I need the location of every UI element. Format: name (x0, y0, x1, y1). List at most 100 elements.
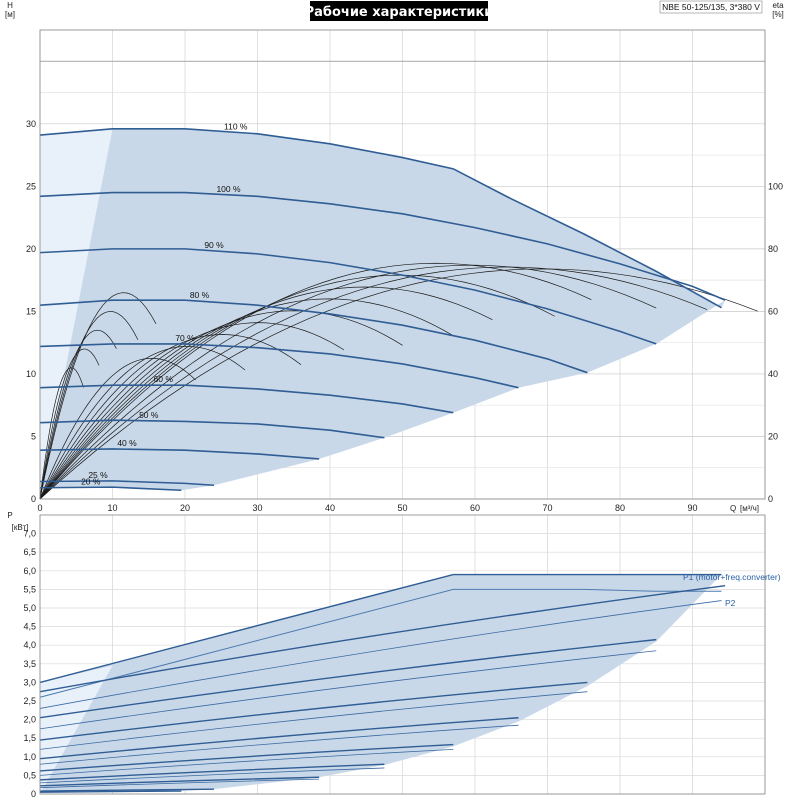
chart-title: Рабочие характеристики (305, 5, 494, 20)
efficiency-curve (39, 266, 708, 500)
x-tick-label: 40 (325, 503, 335, 513)
y2-tick-label: 0 (768, 494, 773, 504)
y2-axis-unit: [%] (772, 10, 784, 19)
speed-curve (39, 384, 454, 414)
speed-curve-label: 100 % (216, 184, 241, 194)
efficiency-curve (39, 268, 758, 500)
speed-curve-label: 50 % (139, 410, 159, 420)
p1-legend-label: P1 (motor+freq.converter) (683, 572, 781, 582)
p2-legend-label: P2 (725, 598, 736, 608)
p-axis-label: P (7, 511, 12, 520)
low-flow-zone (40, 665, 113, 794)
y-axis-label: H (7, 1, 13, 10)
chart-header: Рабочие характеристики NBE 50-125/135, 3… (305, 0, 763, 21)
efficiency-curve (39, 274, 555, 500)
efficiency-curve (39, 367, 84, 500)
p-axis-unit: [кВт] (12, 523, 29, 532)
speed-curve (39, 248, 657, 345)
speed-curve (39, 419, 385, 439)
y-tick-label: 0 (31, 494, 36, 504)
x-tick-label: 70 (542, 503, 552, 513)
model-box (659, 0, 763, 14)
x-tick-label: 0 (37, 503, 42, 513)
efficiency-curve (39, 334, 302, 500)
x-tick-label: 50 (397, 503, 407, 513)
y-tick-label: 5 (31, 431, 36, 441)
p-tick-label: 6,5 (23, 547, 36, 557)
y-tick-label: 10 (26, 369, 36, 379)
speed-curve-label: 70 % (175, 333, 195, 343)
x-axis-unit: [м³/ч] (740, 504, 759, 513)
p1-speed-curve (39, 776, 320, 787)
y2-tick-label: 80 (768, 244, 778, 254)
speed-curve (39, 299, 588, 374)
y2-axis-label: eta (772, 1, 784, 10)
power-envelope (40, 574, 722, 793)
p-tick-label: 1,0 (23, 752, 36, 762)
speed-curve-label: 40 % (117, 438, 137, 448)
p2-speed-curve (39, 600, 722, 709)
p2-speed-curve (39, 778, 320, 789)
p-tick-label: 3,5 (23, 659, 36, 669)
p1-speed-curve (39, 788, 215, 792)
p-tick-label: 5,5 (23, 584, 36, 594)
speed-curve (39, 191, 726, 301)
efficiency-curve (39, 348, 100, 500)
speed-curve (39, 343, 519, 389)
speed-curve (39, 128, 722, 309)
p2-speed-curve (39, 748, 454, 776)
speed-curve-label: 80 % (190, 290, 210, 300)
x-tick-label: 10 (107, 503, 117, 513)
speed-curve (39, 448, 320, 460)
speed-curve-label: 20 % (81, 476, 101, 486)
p1-speed-curve (39, 638, 657, 719)
x-tick-label: 20 (180, 503, 190, 513)
efficiency-curve (39, 322, 345, 500)
p1-curve (39, 573, 722, 684)
p2-speed-curve (39, 767, 385, 784)
p-tick-label: 2,5 (23, 696, 36, 706)
speed-curve-label: 90 % (204, 240, 224, 250)
y2-tick-label: 100 (768, 181, 783, 191)
efficiency-curve (39, 292, 157, 500)
p-tick-label: 4,5 (23, 622, 36, 632)
p-tick-label: 0 (31, 789, 36, 799)
p1-speed-curve (39, 681, 588, 741)
low-flow-zone (40, 128, 113, 499)
p1-speed-curve (39, 584, 726, 693)
p-tick-label: 2,0 (23, 715, 36, 725)
y2-tick-label: 60 (768, 306, 778, 316)
speed-curve-label: 110 % (224, 121, 248, 131)
p-tick-label: 5,0 (23, 603, 36, 613)
speed-curve (39, 480, 215, 487)
p1-speed-curve (39, 763, 385, 781)
power-chart-frame (39, 514, 766, 795)
p1-speed-curve (39, 790, 182, 793)
p2-speed-curve (39, 691, 588, 750)
efficiency-curve (39, 262, 592, 500)
x-tick-label: 60 (470, 503, 480, 513)
p-tick-label: 6,0 (23, 566, 36, 576)
p2-speed-curve (39, 724, 519, 765)
p2-speed-curve (39, 650, 657, 730)
speed-curve-label: 25 % (88, 470, 108, 480)
p-tick-label: 1,5 (23, 733, 36, 743)
p-tick-label: 0,5 (23, 770, 36, 780)
y-tick-label: 25 (26, 181, 36, 191)
head-efficiency-chart: 110 %100 %90 %80 %70 %60 %50 %40 %25 %20… (5, 1, 784, 513)
efficiency-curve (39, 264, 657, 500)
y2-tick-label: 20 (768, 431, 778, 441)
y-tick-label: 20 (26, 244, 36, 254)
p1-speed-curve (39, 717, 519, 760)
efficiency-curve (39, 329, 117, 500)
x-tick-label: 90 (687, 503, 697, 513)
y-tick-label: 30 (26, 119, 36, 129)
p-tick-label: 4,0 (23, 640, 36, 650)
x-tick-label: 80 (615, 503, 625, 513)
y-tick-label: 15 (26, 306, 36, 316)
head-chart-frame (39, 29, 766, 500)
p-tick-label: 7,0 (23, 529, 36, 539)
p1-speed-curve (39, 743, 454, 772)
speed-curve (39, 486, 182, 492)
